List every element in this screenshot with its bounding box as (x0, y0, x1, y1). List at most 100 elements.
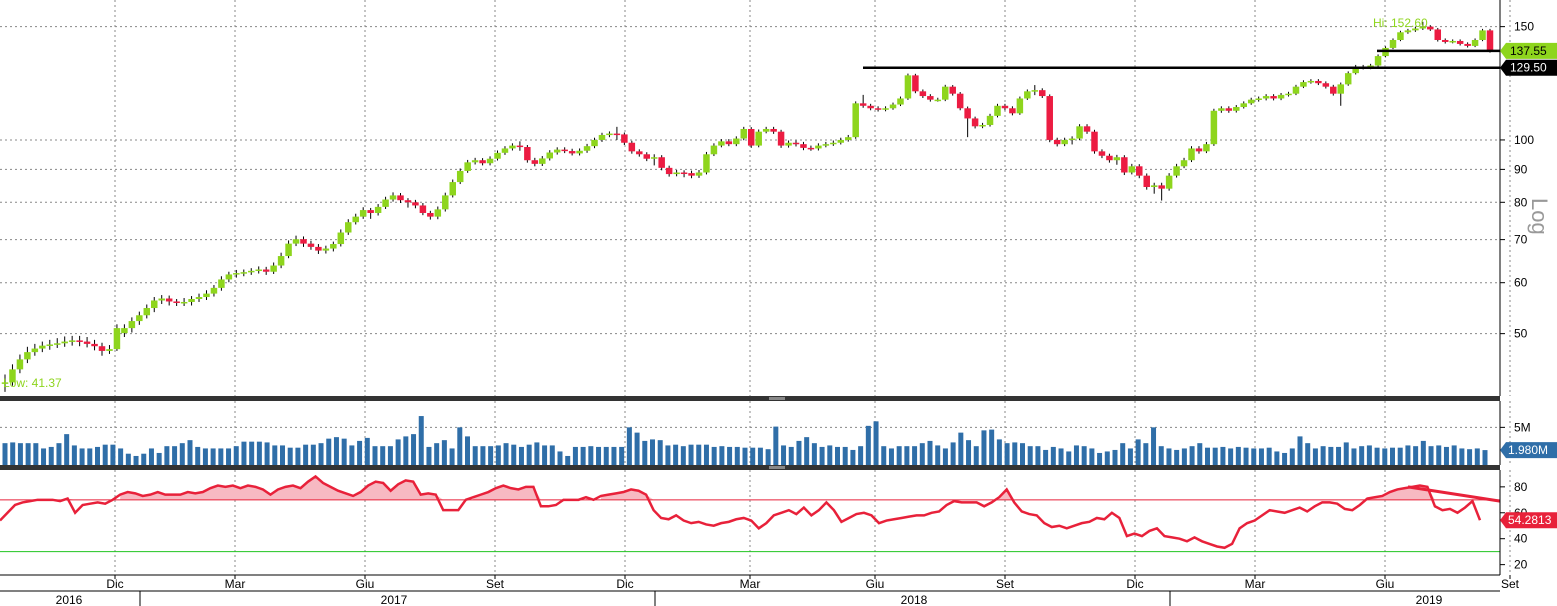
volume-bar[interactable] (542, 445, 548, 465)
candle[interactable] (180, 301, 188, 304)
candle[interactable] (606, 133, 613, 136)
volume-bar[interactable] (1043, 449, 1049, 465)
candle[interactable] (1009, 108, 1016, 114)
volume-bar[interactable] (912, 446, 918, 465)
volume-bar[interactable] (973, 446, 979, 465)
volume-bar[interactable] (164, 446, 170, 465)
candle[interactable] (628, 142, 636, 152)
volume-bar[interactable] (241, 441, 247, 465)
volume-bar[interactable] (156, 452, 162, 465)
volume-bar[interactable] (118, 448, 124, 465)
candle[interactable] (800, 144, 807, 148)
candle[interactable] (524, 147, 531, 161)
candle[interactable] (1180, 160, 1188, 167)
volume-bar[interactable] (1312, 448, 1318, 465)
volume-bar[interactable] (842, 446, 848, 465)
volume-bar[interactable] (680, 446, 686, 465)
volume-bar[interactable] (888, 448, 894, 465)
candle[interactable] (1121, 157, 1128, 173)
candle[interactable] (882, 108, 889, 110)
candle[interactable] (352, 216, 359, 223)
volume-bar[interactable] (773, 426, 779, 465)
candle[interactable] (1076, 126, 1083, 139)
candle[interactable] (1479, 30, 1486, 40)
candle[interactable] (1061, 139, 1068, 145)
volume-bar[interactable] (1274, 451, 1280, 465)
candle[interactable] (158, 298, 165, 301)
candle[interactable] (9, 369, 16, 383)
rsi-line[interactable] (0, 474, 1482, 550)
candle[interactable] (233, 273, 240, 275)
candle[interactable] (1083, 126, 1091, 132)
volume-bar[interactable] (796, 440, 802, 465)
candle[interactable] (539, 158, 546, 164)
candle[interactable] (904, 75, 912, 99)
volume-bar[interactable] (865, 425, 871, 465)
candle[interactable] (1210, 110, 1218, 145)
volume-bar[interactable] (1073, 445, 1079, 465)
volume-bar[interactable] (1289, 448, 1295, 465)
candle[interactable] (31, 348, 39, 353)
candle[interactable] (449, 182, 456, 196)
volume-bar[interactable] (1243, 447, 1249, 465)
candle[interactable] (546, 152, 553, 159)
volume-bar[interactable] (141, 453, 147, 465)
rsi-trend-line[interactable] (1407, 485, 1501, 503)
candle[interactable] (315, 246, 322, 251)
volume-bar[interactable] (619, 446, 625, 465)
candle[interactable] (673, 172, 680, 175)
volume-bar[interactable] (1374, 447, 1380, 465)
volume-bar[interactable] (742, 447, 748, 465)
volume-bar[interactable] (364, 437, 370, 465)
volume-bar[interactable] (626, 427, 632, 465)
candle[interactable] (874, 108, 882, 110)
candle[interactable] (1046, 96, 1053, 140)
volume-bar[interactable] (426, 446, 432, 465)
candle[interactable] (859, 103, 867, 106)
candle[interactable] (777, 131, 785, 146)
volume-bar[interactable] (71, 445, 77, 465)
volume-bar[interactable] (287, 447, 293, 465)
volume-bar[interactable] (1135, 439, 1141, 465)
candle[interactable] (1165, 175, 1173, 189)
volume-bar[interactable] (588, 446, 594, 465)
volume-bar[interactable] (488, 446, 494, 465)
volume-bar[interactable] (25, 443, 31, 465)
volume-bar[interactable] (1120, 443, 1126, 465)
candle[interactable] (822, 144, 830, 146)
candle[interactable] (1307, 80, 1315, 83)
volume-bar[interactable] (64, 434, 70, 465)
candle[interactable] (994, 105, 1001, 116)
volume-bar[interactable] (734, 446, 740, 465)
candle[interactable] (442, 195, 449, 210)
volume-bar[interactable] (457, 427, 463, 465)
candle[interactable] (479, 160, 486, 164)
panel-divider-1[interactable] (0, 396, 1500, 401)
candle[interactable] (210, 287, 218, 294)
volume-bar[interactable] (218, 448, 224, 465)
volume-bar[interactable] (1158, 446, 1164, 465)
volume-bar[interactable] (10, 442, 16, 465)
candle[interactable] (456, 170, 464, 183)
candle[interactable] (718, 141, 725, 146)
candle[interactable] (1419, 26, 1427, 29)
volume-bar[interactable] (703, 444, 709, 465)
volume-bar[interactable] (1320, 446, 1326, 465)
volume-bar[interactable] (1166, 448, 1172, 465)
volume-bar[interactable] (1366, 445, 1372, 465)
candle[interactable] (1218, 108, 1225, 111)
price-candles[interactable] (1, 21, 1494, 392)
volume-bar[interactable] (179, 443, 185, 465)
candle[interactable] (1315, 80, 1322, 84)
candle[interactable] (345, 222, 352, 233)
candle[interactable] (912, 75, 919, 92)
volume-bar[interactable] (1258, 448, 1264, 465)
volume-bar[interactable] (1174, 449, 1180, 465)
candle[interactable] (150, 300, 158, 309)
volume-bar[interactable] (503, 443, 509, 465)
candle[interactable] (389, 195, 397, 200)
candle[interactable] (1173, 166, 1180, 176)
candle[interactable] (621, 134, 628, 143)
candle[interactable] (248, 270, 255, 273)
candle[interactable] (1039, 90, 1046, 97)
